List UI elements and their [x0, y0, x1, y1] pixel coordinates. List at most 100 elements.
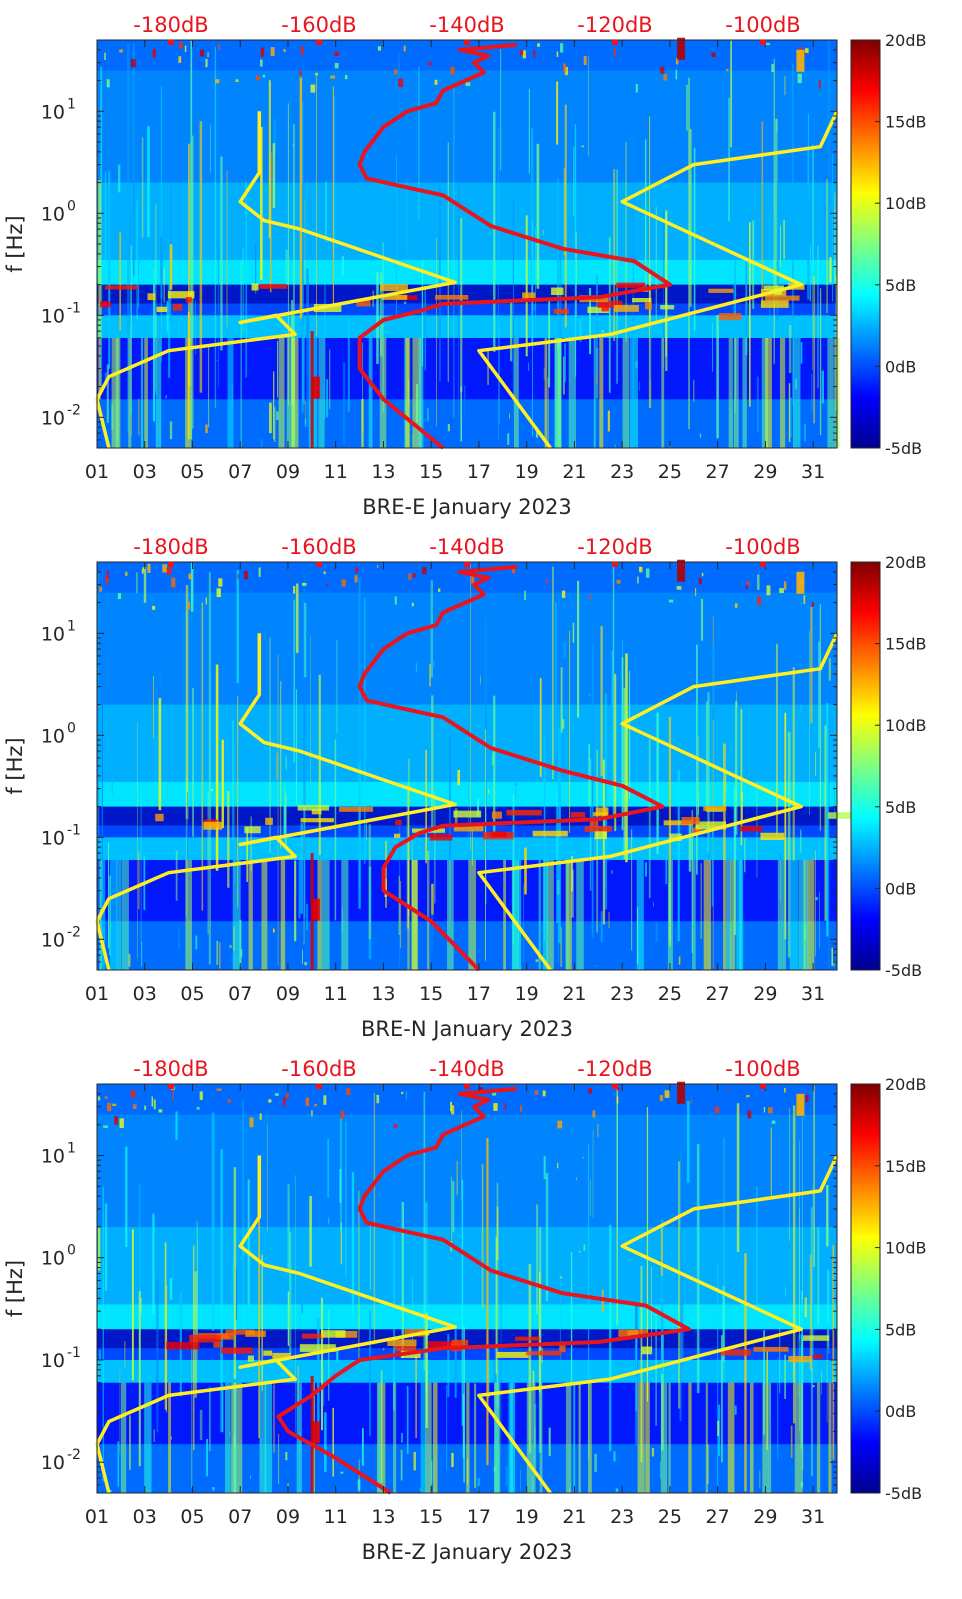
x-tick-label: 19	[515, 983, 539, 1005]
top-db-scale-label: -180dB	[133, 1057, 208, 1081]
top-db-scale-label: -100dB	[725, 1057, 800, 1081]
y-tick-label: 10	[41, 827, 65, 849]
x-tick-label: 25	[658, 983, 682, 1005]
x-tick-label: 23	[610, 461, 634, 483]
y-tick-label: 10	[41, 1145, 65, 1167]
x-tick-label: 03	[133, 1506, 157, 1528]
top-db-scale-label: -120dB	[577, 13, 652, 37]
top-db-scale-label: -160dB	[281, 535, 356, 559]
colorbar-tick-label: 5dB	[885, 276, 916, 295]
colorbar: 20dB 15dB 10dB 5dB 0dB -5dB	[850, 553, 927, 980]
y-tick-exponent: 1	[67, 618, 76, 634]
x-axis-label: BRE-Z January 2023	[362, 1540, 573, 1564]
colorbar-tick-label: 20dB	[885, 553, 927, 572]
colorbar-tick-label: 5dB	[885, 1320, 916, 1339]
y-tick-label: 10	[41, 623, 65, 645]
spectrogram-image	[97, 37, 840, 448]
noise-model-line	[95, 111, 457, 449]
x-tick-label: 01	[85, 983, 109, 1005]
y-axis-label: f [Hz]	[3, 737, 27, 794]
x-tick-label: 17	[467, 1506, 491, 1528]
x-tick-label: 31	[801, 983, 825, 1005]
colorbar-tick-label: 20dB	[885, 1075, 927, 1094]
y-tick-exponent: 0	[67, 1243, 76, 1259]
top-db-scale-label: -120dB	[577, 535, 652, 559]
colorbar-tick-label: 0dB	[885, 879, 916, 898]
y-tick-exponent: 0	[67, 198, 76, 214]
x-tick-label: 21	[562, 1506, 586, 1528]
x-tick-label: 15	[419, 1506, 443, 1528]
top-db-scale-label: -180dB	[133, 13, 208, 37]
x-tick-label: 05	[180, 983, 204, 1005]
y-tick-label: 10	[41, 929, 65, 951]
colorbar-tick-label: 15dB	[885, 635, 927, 654]
x-tick-label: 21	[562, 461, 586, 483]
x-tick-label: 13	[371, 1506, 395, 1528]
reference-curve	[357, 42, 672, 450]
x-tick-label: 03	[133, 983, 157, 1005]
top-db-scale-label: -160dB	[281, 13, 356, 37]
x-tick-label: 05	[180, 1506, 204, 1528]
x-tick-label: 29	[753, 983, 777, 1005]
top-db-scale-label: -100dB	[725, 535, 800, 559]
y-tick-label: 10	[41, 305, 65, 327]
x-tick-label: 09	[276, 461, 300, 483]
x-tick-label: 31	[801, 461, 825, 483]
colorbar-tick-label: 10dB	[885, 194, 927, 213]
x-tick-label: 07	[228, 983, 252, 1005]
top-db-scale-label: -140dB	[429, 535, 504, 559]
y-tick-label: 10	[41, 203, 65, 225]
y-axis-label: f [Hz]	[3, 215, 27, 272]
x-tick-label: 17	[467, 461, 491, 483]
spectrogram-panel: 01 03 05 07 09 11 13 15 17 19 21 23 25 27 29 3110-210-1…	[3, 535, 927, 1041]
x-tick-label: 11	[324, 983, 348, 1005]
y-tick-label: 10	[41, 1248, 65, 1270]
x-tick-label: 25	[658, 461, 682, 483]
colorbar-tick-label: -5dB	[885, 1484, 922, 1503]
x-tick-label: 25	[658, 1506, 682, 1528]
x-tick-label: 15	[419, 983, 443, 1005]
spectrogram-panel: 01 03 05 07 09 11 13 15 17 19 21 23 25 27 29 3110-210-1…	[3, 1057, 927, 1564]
y-tick-exponent: -2	[67, 924, 81, 940]
x-tick-label: 11	[324, 1506, 348, 1528]
x-tick-label: 05	[180, 461, 204, 483]
top-db-scale-label: -100dB	[725, 13, 800, 37]
spectrogram-image	[97, 1081, 837, 1493]
colorbar-tick-label: 20dB	[885, 31, 927, 50]
noise-model-line	[477, 1154, 839, 1495]
x-tick-label: 13	[371, 461, 395, 483]
y-axis-label: f [Hz]	[3, 1260, 27, 1317]
y-tick-exponent: -1	[67, 300, 81, 316]
spectrogram-panel: 01 03 05 07 09 11 13 15 17 19 21 23 25 27 29 3110-210-1…	[3, 13, 927, 519]
reference-curve	[357, 564, 665, 972]
x-tick-label: 21	[562, 983, 586, 1005]
y-tick-exponent: -2	[67, 402, 81, 418]
colorbar: 20dB 15dB 10dB 5dB 0dB -5dB	[850, 1075, 927, 1503]
noise-model-line	[95, 1155, 457, 1494]
spectrogram-image	[97, 559, 861, 971]
x-tick-label: 31	[801, 1506, 825, 1528]
x-axis-label: BRE-N January 2023	[361, 1017, 573, 1041]
x-tick-label: 07	[228, 1506, 252, 1528]
y-tick-label: 10	[41, 1350, 65, 1372]
y-tick-label: 10	[41, 407, 65, 429]
top-db-scale-label: -180dB	[133, 535, 208, 559]
colorbar-tick-label: 15dB	[885, 113, 927, 132]
x-tick-label: 17	[467, 983, 491, 1005]
colorbar-tick-label: -5dB	[885, 439, 922, 458]
colorbar-tick-label: 0dB	[885, 357, 916, 376]
y-tick-label: 10	[41, 1452, 65, 1474]
x-tick-label: 11	[324, 461, 348, 483]
top-db-scale-label: -160dB	[281, 1057, 356, 1081]
x-tick-label: 29	[753, 461, 777, 483]
colorbar-tick-label: 0dB	[885, 1402, 916, 1421]
y-tick-label: 10	[41, 725, 65, 747]
y-tick-exponent: 1	[67, 96, 76, 112]
reference-curve	[276, 1086, 691, 1495]
colorbar-tick-label: 10dB	[885, 1239, 927, 1258]
y-tick-exponent: 1	[67, 1140, 76, 1156]
noise-model-line	[477, 632, 839, 972]
x-tick-label: 29	[753, 1506, 777, 1528]
top-db-scale-label: -140dB	[429, 13, 504, 37]
